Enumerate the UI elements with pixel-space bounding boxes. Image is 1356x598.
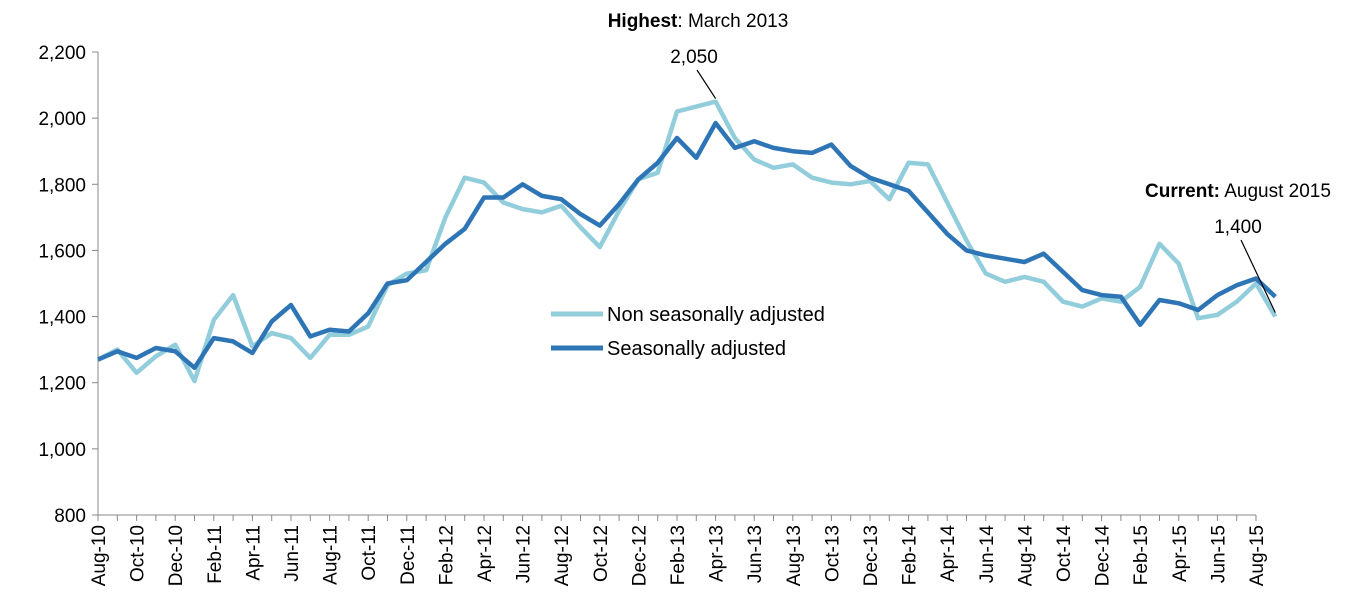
annotation-highest: Highest: March 2013 2,050 [608, 11, 789, 99]
x-tick-label: Feb-13 [668, 525, 689, 585]
annotation-highest-bold: Highest [608, 11, 678, 32]
annotation-current-leader [1240, 239, 1276, 313]
x-tick-label: Aug-11 [321, 525, 342, 585]
x-tick-label: Dec-11 [398, 525, 419, 585]
x-tick-label: Jun-15 [1208, 525, 1229, 583]
y-tick-label: 800 [54, 506, 86, 527]
x-tick-label: Dec-10 [166, 525, 187, 586]
x-tick-label: Jun-12 [514, 525, 535, 583]
x-tick-label: Aug-12 [552, 525, 573, 586]
x-tick-label: Jun-13 [745, 525, 766, 583]
annotation-highest-title: Highest: March 2013 [608, 11, 789, 32]
x-tick-label: Dec-12 [629, 525, 650, 586]
y-tick-label: 1,400 [38, 308, 86, 329]
x-tick-label: Jun-11 [282, 525, 303, 582]
axes [92, 51, 1257, 521]
x-tick-label: Feb-14 [900, 525, 921, 586]
x-tick-label: Feb-12 [436, 525, 457, 585]
x-tick-label: Apr-12 [475, 525, 496, 582]
series-layer [96, 99, 1278, 384]
x-tick-label: Feb-15 [1131, 525, 1152, 585]
annotation-highest-leader [696, 69, 717, 99]
x-tick-label: Aug-13 [784, 525, 805, 586]
legend-label-non-seasonally-adjusted: Non seasonally adjusted [607, 304, 825, 326]
x-tick-label: Oct-12 [591, 525, 612, 582]
y-tick-label: 2,200 [38, 43, 86, 64]
series-line-non-seasonally-adjusted [96, 99, 1278, 384]
x-tick-label: Oct-11 [359, 525, 380, 581]
x-tick-label: Feb-11 [205, 525, 226, 584]
x-tick-label: Aug-10 [89, 525, 110, 586]
x-tick-label: Aug-15 [1247, 525, 1268, 586]
x-tick-label: Oct-14 [1054, 525, 1075, 582]
x-tick-label: Jun-14 [977, 525, 998, 584]
legend: Non seasonally adjusted Seasonally adjus… [551, 304, 825, 360]
y-tick-label: 1,000 [38, 440, 86, 461]
annotation-highest-value: 2,050 [670, 47, 718, 68]
x-tick-label: Apr-13 [707, 525, 728, 582]
y-tick-label: 2,000 [38, 109, 86, 130]
y-tick-label: 1,200 [38, 374, 86, 395]
x-tick-label: Oct-13 [822, 525, 843, 582]
x-axis-tick-labels: Aug-10 Oct-10 Dec-10 Feb-11 Apr-11 Jun-11 Aug-… [89, 525, 1268, 587]
x-tick-label: Apr-11 [243, 525, 264, 581]
y-tick-label: 1,600 [38, 241, 86, 262]
x-tick-label: Dec-13 [861, 525, 882, 586]
annotation-highest-text: : March 2013 [677, 11, 788, 32]
annotation-current-text: August 2015 [1220, 181, 1331, 202]
x-tick-label: Apr-15 [1170, 525, 1191, 582]
y-tick-label: 1,800 [38, 175, 86, 196]
annotation-current-value: 1,400 [1214, 217, 1262, 238]
x-tick-label: Dec-14 [1093, 525, 1114, 587]
x-tick-label: Aug-14 [1015, 525, 1036, 587]
annotation-current-title: Current: August 2015 [1145, 181, 1331, 202]
y-axis-tick-labels: 800 1,000 1,200 1,400 1,600 1,800 2,000 2,200 [38, 43, 86, 527]
legend-label-seasonally-adjusted: Seasonally adjusted [607, 338, 786, 360]
x-tick-label: Apr-14 [938, 525, 959, 582]
annotation-current: Current: August 2015 1,400 [1145, 181, 1331, 313]
annotation-current-bold: Current: [1145, 181, 1220, 202]
x-tick-label: Oct-10 [128, 525, 149, 582]
series-line-seasonally-adjusted [97, 120, 1277, 371]
